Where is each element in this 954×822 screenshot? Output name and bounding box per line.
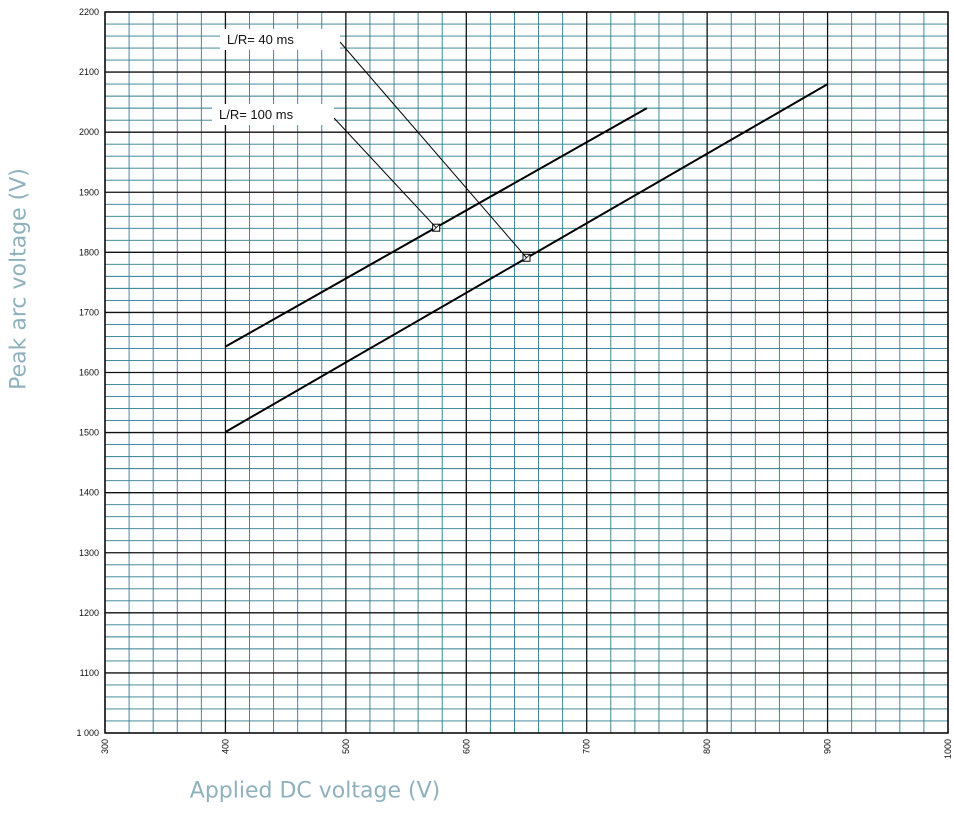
annotation-label: L/R= 40 ms — [227, 32, 294, 47]
y-axis-label: Peak arc voltage (V) — [6, 168, 32, 390]
x-tick-label: 300 — [100, 739, 110, 754]
x-axis-label: Applied DC voltage (V) — [189, 778, 441, 804]
x-tick-label: 900 — [823, 739, 833, 754]
y-tick-label: 2200 — [79, 7, 99, 17]
y-tick-label: 1500 — [79, 428, 99, 438]
plot-frame — [104, 11, 949, 734]
y-tick-label: 2000 — [79, 127, 99, 137]
y-tick-label: 1 000 — [76, 728, 99, 738]
x-tick-label: 600 — [461, 739, 471, 754]
x-tick-label: 800 — [702, 739, 712, 754]
y-tick-label: 1800 — [79, 247, 99, 257]
y-tick-label: 1300 — [79, 548, 99, 558]
y-tick-label: 1700 — [79, 307, 99, 317]
annotation-leader-line — [333, 117, 437, 229]
x-tick-label: 400 — [220, 739, 230, 754]
x-tick-label: 1000 — [943, 739, 953, 759]
x-tick-labels: 300 400 500 600 700 800 900 1000 — [100, 739, 953, 759]
annotation-box — [212, 104, 334, 125]
y-tick-label: 2100 — [79, 67, 99, 77]
y-tick-label: 1600 — [79, 368, 99, 378]
x-tick-label: 700 — [582, 739, 592, 754]
annotation-layer: L/R= 40 ms L/R= 100 ms — [212, 29, 527, 259]
y-tick-label: 1100 — [80, 668, 99, 678]
annotation-label: L/R= 100 ms — [219, 107, 294, 122]
y-tick-label: 1900 — [79, 187, 99, 197]
y-tick-label: 1200 — [79, 608, 99, 618]
y-tick-labels: 1 000 1100 1200 1300 1400 1500 1600 1700 1800 190… — [76, 7, 99, 738]
series-layer — [224, 83, 829, 433]
y-tick-label: 1400 — [79, 488, 99, 498]
x-tick-label: 500 — [341, 739, 351, 754]
annotation-box — [220, 29, 340, 50]
annotation-leader-line — [339, 41, 527, 259]
